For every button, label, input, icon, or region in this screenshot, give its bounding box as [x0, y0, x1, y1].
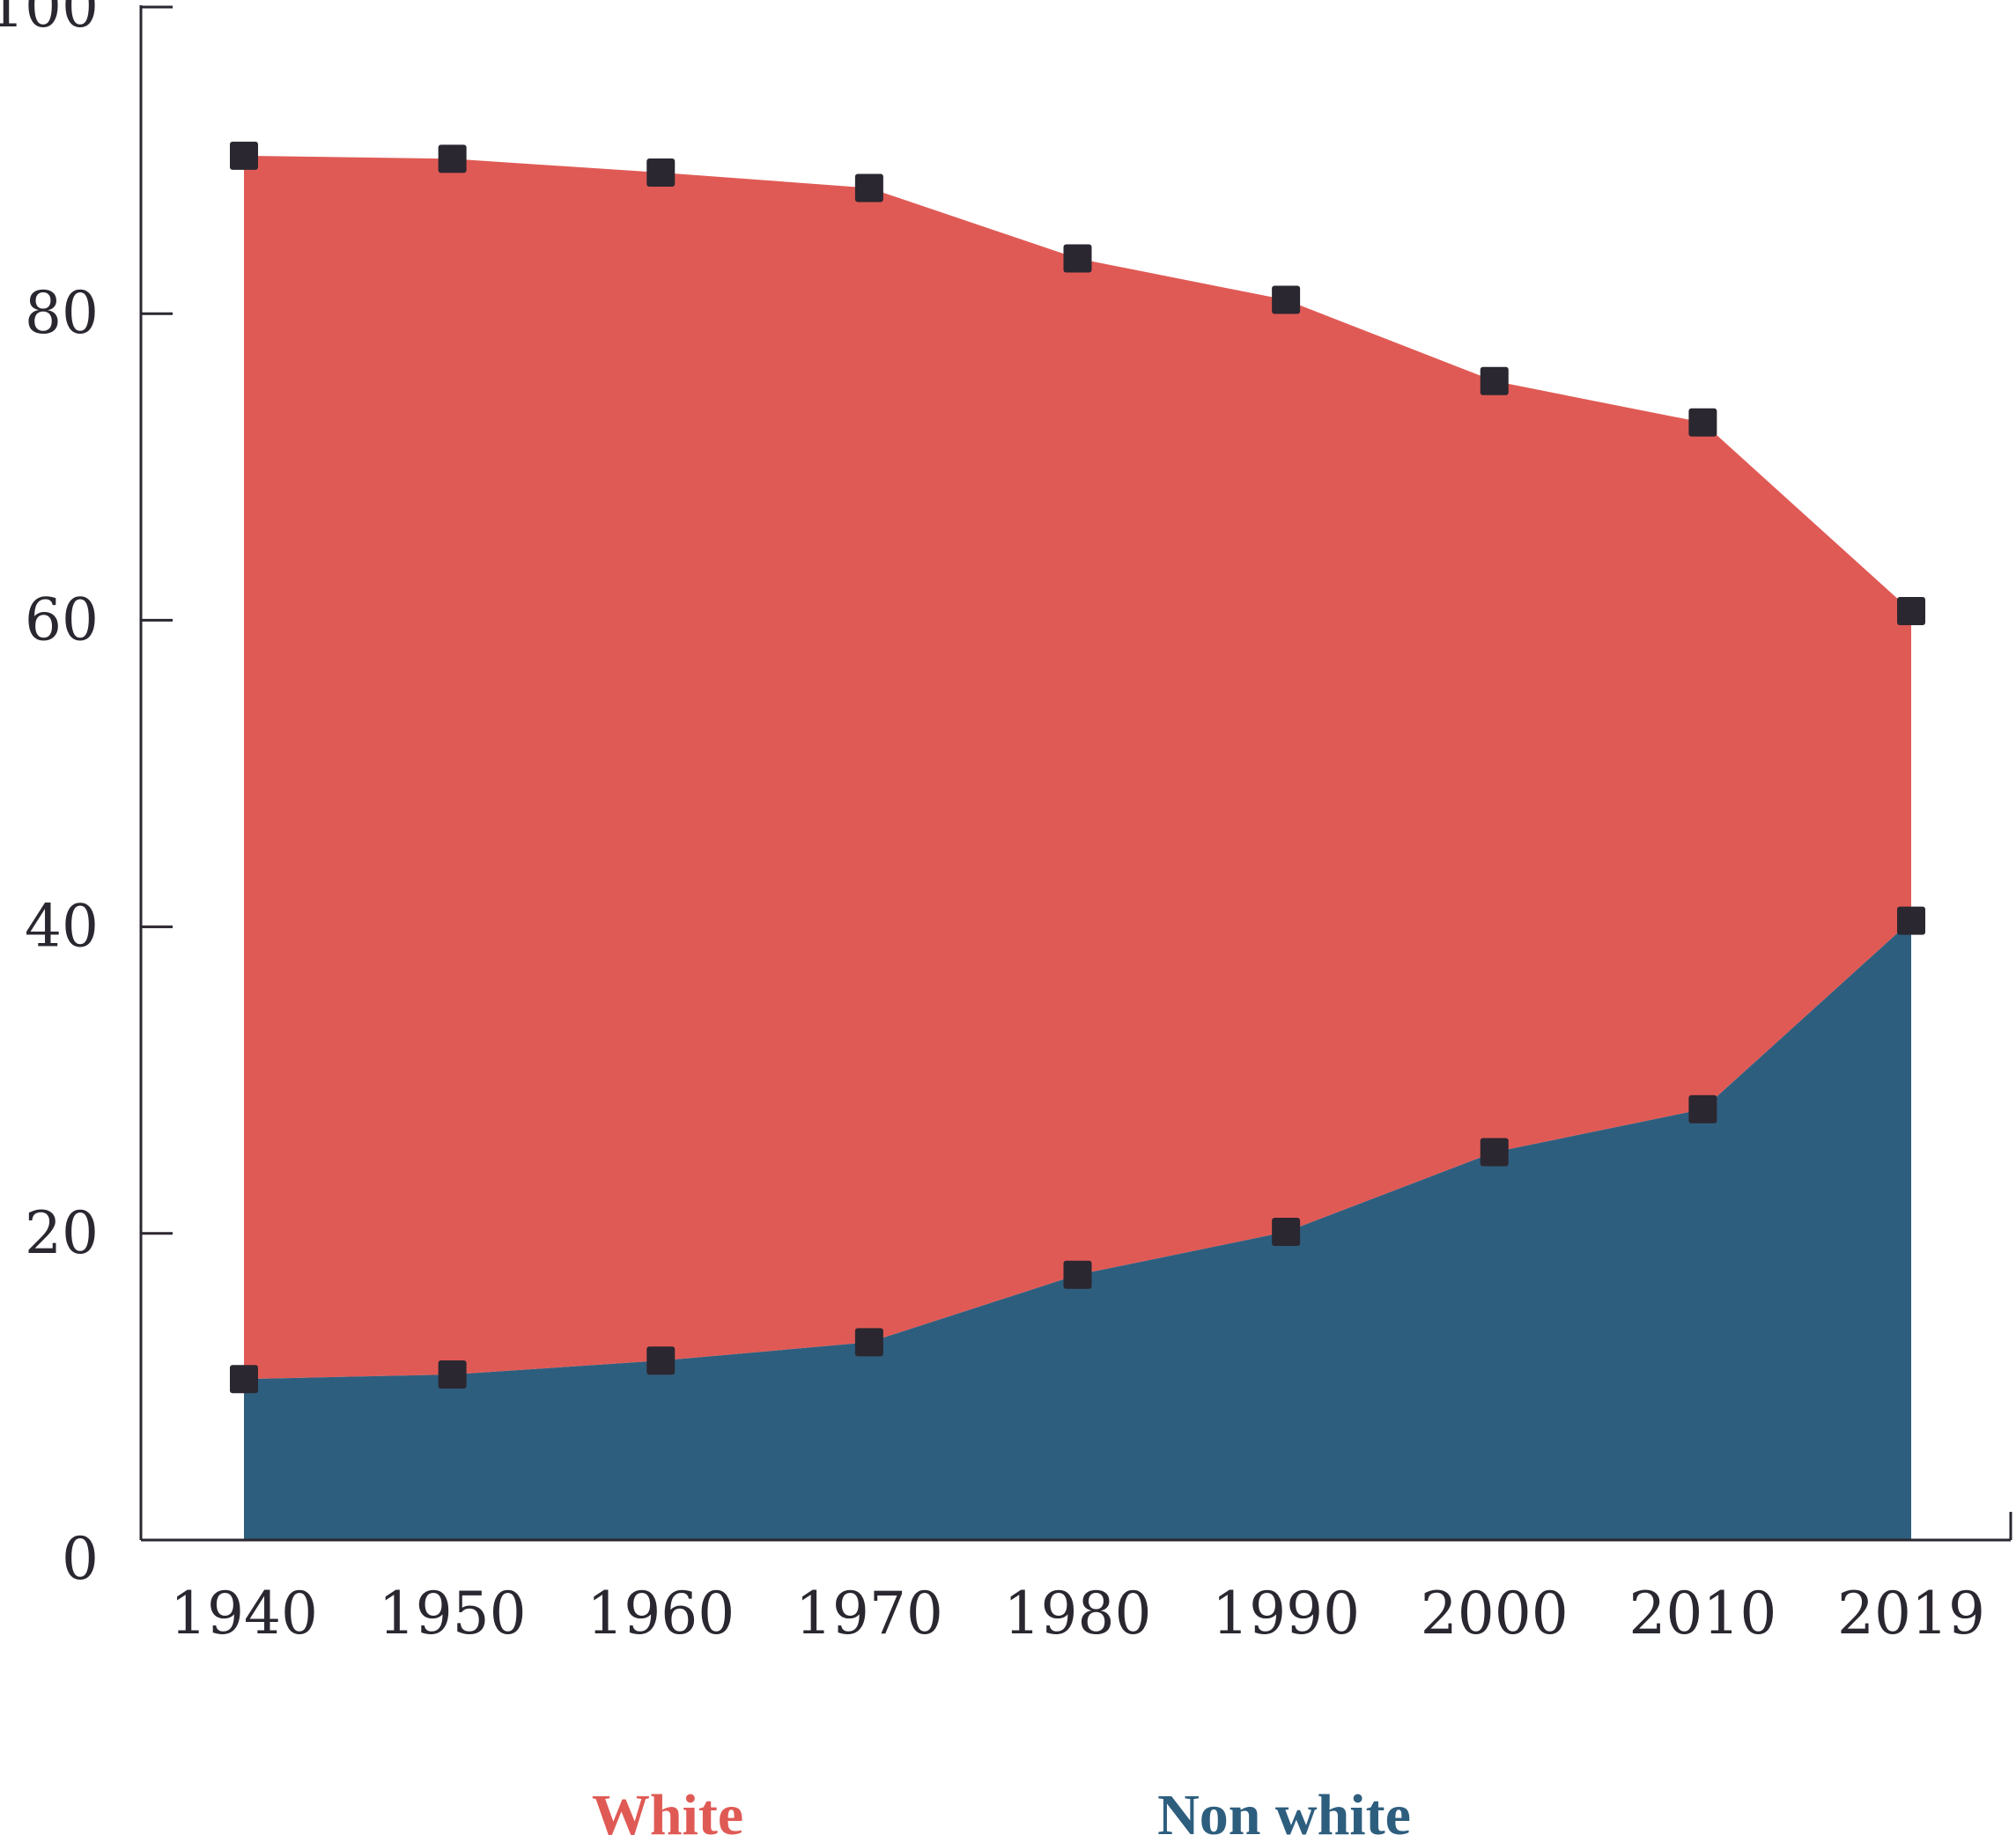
data-point-white	[646, 158, 676, 188]
y-tick-label: 60	[25, 586, 99, 653]
tick-labels: 0 20 40 60 80 100 1940 1950 1960 1970 1980 1990 2000…	[0, 0, 1985, 1647]
y-tick-label: 0	[62, 1525, 99, 1593]
data-point-non-white	[1272, 1218, 1301, 1247]
y-tick-label: 100	[0, 0, 99, 41]
data-point-white	[1272, 285, 1301, 314]
data-point-non-white	[1688, 1094, 1717, 1124]
data-point-white	[1480, 366, 1509, 395]
data-point-non-white	[1480, 1138, 1509, 1167]
x-tick-label: 1980	[1004, 1580, 1152, 1647]
data-point-non-white	[854, 1328, 883, 1357]
marker-layer	[230, 141, 1925, 1394]
data-point-non-white	[230, 1365, 258, 1394]
data-point-white	[1063, 244, 1092, 273]
y-tick-label: 20	[25, 1199, 99, 1267]
data-point-non-white	[438, 1360, 467, 1389]
data-point-white	[438, 144, 467, 173]
legend-item-white: White	[592, 1783, 743, 1835]
legend-item-non-white: Non white	[1157, 1783, 1411, 1835]
data-point-non-white	[646, 1346, 676, 1375]
y-tick-label: 80	[25, 279, 99, 347]
x-tick-label: 2000	[1421, 1580, 1569, 1647]
y-tick-label: 40	[25, 893, 99, 961]
x-tick-label: 1990	[1212, 1580, 1360, 1647]
data-point-white	[230, 141, 258, 170]
x-tick-label: 1960	[587, 1580, 735, 1647]
series-area-non-white	[244, 920, 1911, 1540]
x-tick-label: 1970	[795, 1580, 943, 1647]
data-point-white	[1688, 408, 1717, 437]
x-tick-label: 1950	[379, 1580, 527, 1647]
area-layer	[244, 155, 1911, 1540]
data-point-white	[1897, 596, 1925, 625]
x-tick-label: 2019	[1837, 1580, 1985, 1647]
x-tick-label: 2010	[1628, 1580, 1776, 1647]
data-point-non-white	[1897, 906, 1925, 935]
x-tick-label: 1940	[170, 1580, 318, 1647]
series-area-white	[244, 155, 1911, 1380]
legend: White Non white	[592, 1783, 1411, 1835]
data-point-non-white	[1063, 1260, 1092, 1289]
data-point-white	[854, 173, 883, 203]
axes	[139, 5, 2012, 1542]
